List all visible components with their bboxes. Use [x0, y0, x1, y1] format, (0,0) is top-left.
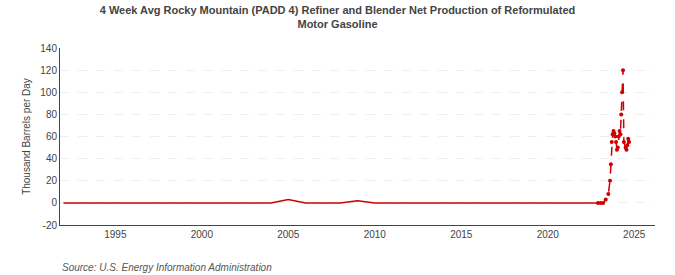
svg-text:100: 100 — [40, 87, 57, 98]
svg-text:2005: 2005 — [277, 229, 300, 240]
svg-text:Source: U.S. Energy Informatio: Source: U.S. Energy Information Administ… — [62, 262, 272, 273]
svg-text:2025: 2025 — [623, 229, 646, 240]
svg-text:20: 20 — [46, 175, 58, 186]
svg-text:2000: 2000 — [191, 229, 214, 240]
svg-text:80: 80 — [46, 109, 58, 120]
svg-text:Thousand Barrels per Day: Thousand Barrels per Day — [21, 78, 32, 195]
svg-text:60: 60 — [46, 131, 58, 142]
svg-text:2010: 2010 — [364, 229, 387, 240]
svg-text:2015: 2015 — [450, 229, 473, 240]
svg-text:-20: -20 — [43, 220, 58, 231]
svg-text:40: 40 — [46, 153, 58, 164]
svg-text:120: 120 — [40, 65, 57, 76]
svg-text:0: 0 — [51, 197, 57, 208]
svg-text:140: 140 — [40, 43, 57, 54]
svg-text:1995: 1995 — [104, 229, 127, 240]
svg-text:4 Week Avg Rocky Mountain (PAD: 4 Week Avg Rocky Mountain (PADD 4) Refin… — [100, 4, 576, 30]
svg-text:2020: 2020 — [537, 229, 560, 240]
